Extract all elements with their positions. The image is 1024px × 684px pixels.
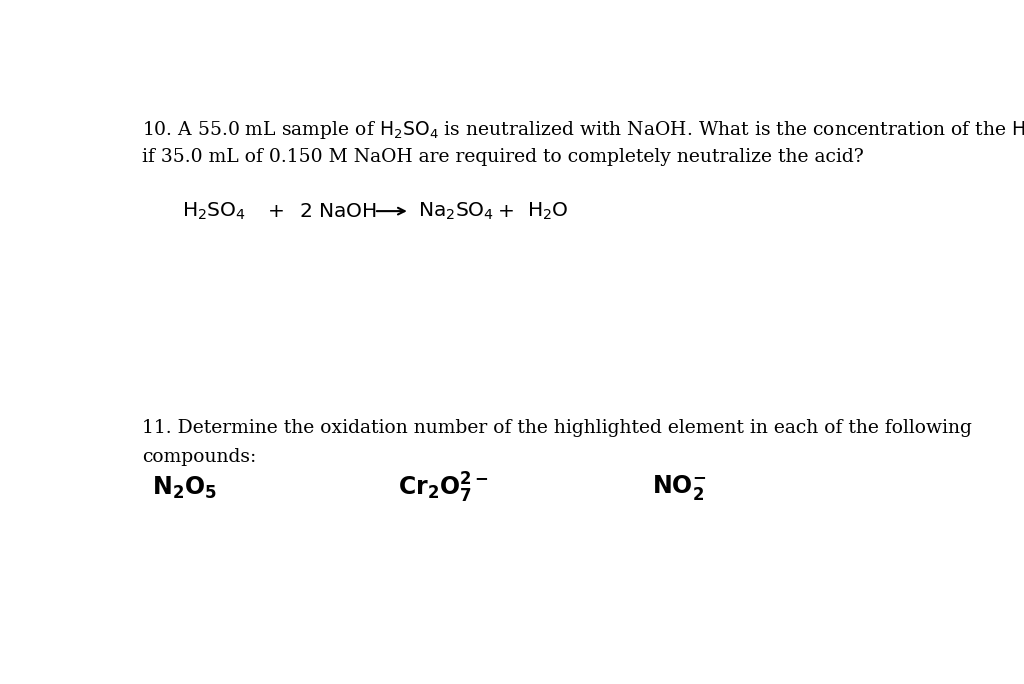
Text: $\mathbf{Cr_2O_7^{2-}}$: $\mathbf{Cr_2O_7^{2-}}$: [397, 471, 488, 505]
Text: $+$: $+$: [267, 202, 284, 221]
Text: 10. A 55.0 mL sample of $\mathrm{H_2SO_4}$ is neutralized with NaOH. What is the: 10. A 55.0 mL sample of $\mathrm{H_2SO_4…: [142, 119, 1024, 141]
Text: $\mathrm{H_2O}$: $\mathrm{H_2O}$: [527, 200, 568, 222]
Text: $\mathrm{H_2SO_4}$: $\mathrm{H_2SO_4}$: [182, 200, 246, 222]
Text: $+$: $+$: [497, 202, 514, 221]
Text: compounds:: compounds:: [142, 448, 257, 466]
Text: if 35.0 mL of 0.150 M NaOH are required to completely neutralize the acid?: if 35.0 mL of 0.150 M NaOH are required …: [142, 148, 864, 166]
Text: 11. Determine the oxidation number of the highlighted element in each of the fol: 11. Determine the oxidation number of th…: [142, 419, 972, 437]
Text: $\mathbf{NO_2^{-}}$: $\mathbf{NO_2^{-}}$: [652, 473, 706, 502]
Text: $\mathrm{2\ NaOH}$: $\mathrm{2\ NaOH}$: [299, 202, 377, 221]
Text: $\mathbf{N_2O_5}$: $\mathbf{N_2O_5}$: [152, 475, 217, 501]
Text: $\mathrm{Na_2SO_4}$: $\mathrm{Na_2SO_4}$: [418, 200, 494, 222]
